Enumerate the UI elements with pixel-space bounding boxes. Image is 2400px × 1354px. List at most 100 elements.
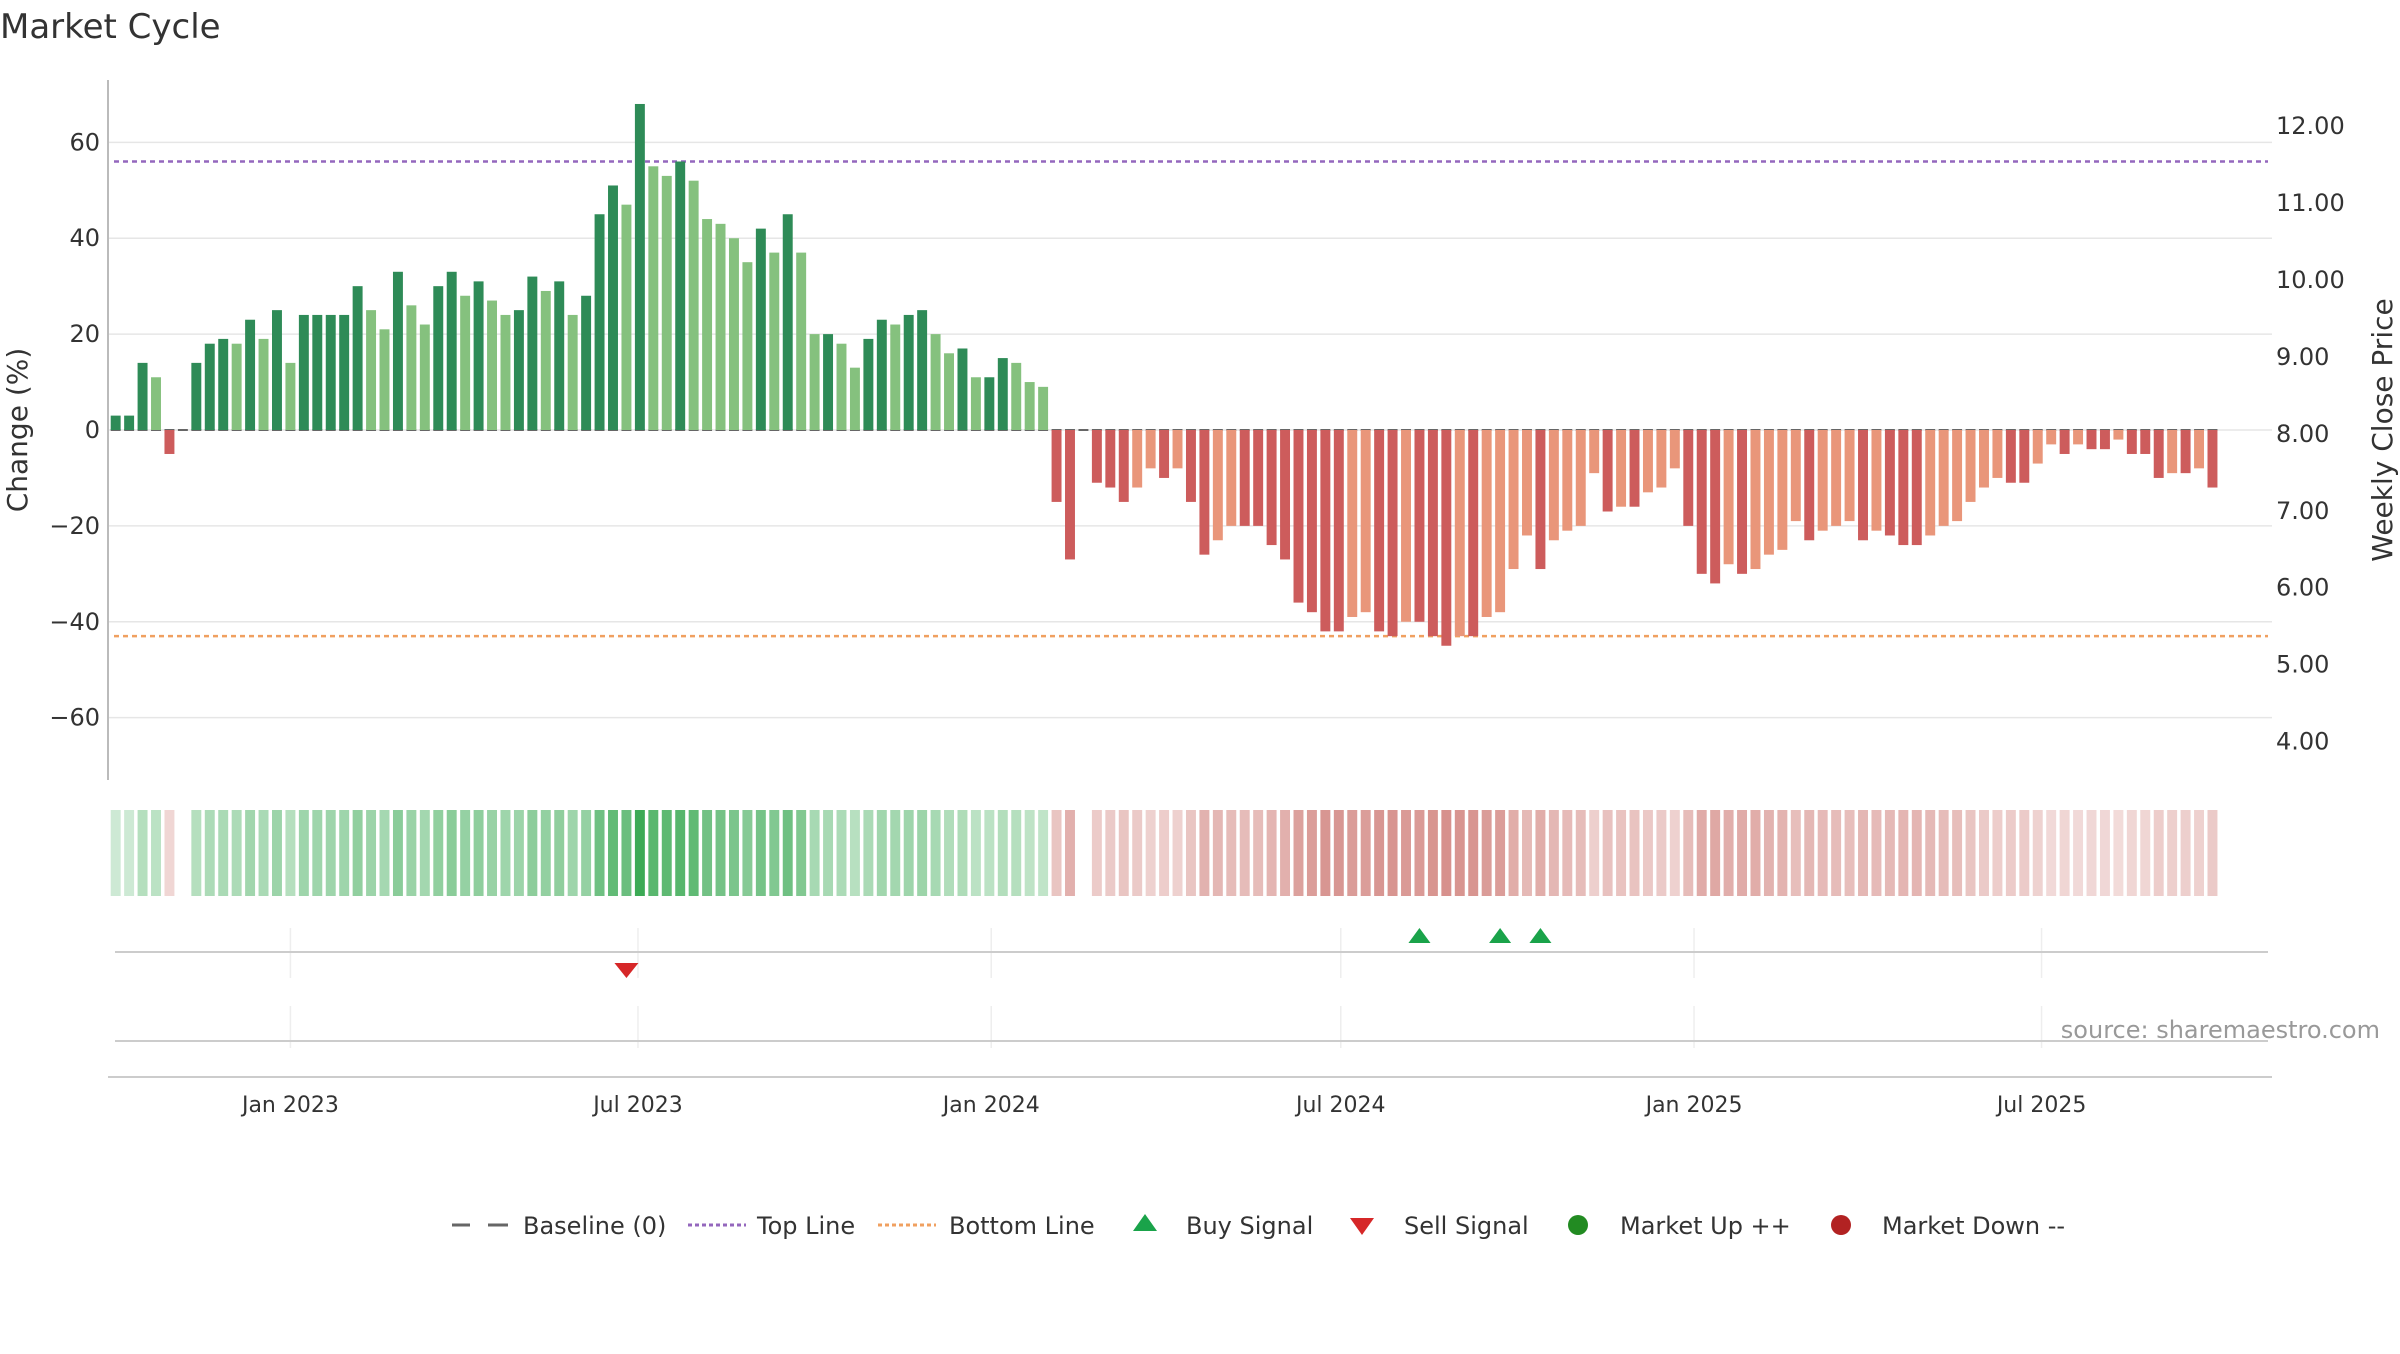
heat-cell (1481, 810, 1492, 896)
heat-cell (809, 810, 820, 896)
heat-cell (137, 810, 148, 896)
legend-label: Buy Signal (1186, 1212, 1313, 1240)
bar (352, 286, 363, 430)
reference-lines (114, 160, 2268, 638)
circle-icon (1831, 1215, 1851, 1235)
bar (997, 358, 1008, 430)
bar (1884, 430, 1895, 536)
heat-cell (1306, 810, 1317, 896)
bar (769, 252, 780, 430)
source-label: source: sharemaestro.com (2061, 1016, 2380, 1044)
heat-cell (890, 810, 901, 896)
bar (2032, 430, 2043, 464)
bar (1683, 430, 1694, 526)
heat-cell (1159, 810, 1170, 896)
heat-cell (2099, 810, 2110, 896)
bar (2086, 430, 2097, 450)
heat-cell (581, 810, 592, 896)
legend-item-buy: Buy Signal (1133, 1212, 1313, 1240)
heat-cell (1952, 810, 1963, 896)
bar (2113, 430, 2124, 440)
legend: Baseline (0) Top Line Bottom Line Buy Signa… (452, 1212, 2065, 1240)
bar (1952, 430, 1963, 522)
bar (984, 377, 995, 430)
bar (2207, 430, 2218, 488)
heat-cell (648, 810, 659, 896)
heat-cell (1616, 810, 1627, 896)
bar (1320, 430, 1331, 632)
bar (621, 204, 632, 430)
bar (594, 214, 605, 430)
heat-cell (1777, 810, 1788, 896)
heat-cell (2153, 810, 2164, 896)
bar (957, 348, 968, 430)
legend-label: Market Up ++ (1620, 1212, 1791, 1240)
heat-cell (2073, 810, 2084, 896)
bar (1266, 430, 1277, 546)
bar (661, 175, 672, 430)
bar (782, 214, 793, 430)
bar (903, 314, 914, 430)
bar (1535, 430, 1546, 570)
bar (1454, 430, 1465, 637)
bar (1118, 430, 1129, 502)
bar (970, 377, 981, 430)
bar (433, 286, 444, 430)
bar (742, 262, 753, 430)
heat-cell (554, 810, 565, 896)
bar (2180, 430, 2191, 474)
heat-cell (2086, 810, 2097, 896)
triangle-down-icon (1350, 1218, 1374, 1235)
bar (1360, 430, 1371, 613)
heat-cell (446, 810, 457, 896)
heat-cell (2059, 810, 2070, 896)
heat-cell (608, 810, 618, 896)
heat-cell (1938, 810, 1949, 896)
heat-cell (1333, 810, 1344, 896)
heat-cell (2207, 810, 2218, 896)
bar (675, 161, 686, 431)
heat-cell (110, 810, 121, 896)
bar (1804, 430, 1815, 541)
bar (500, 314, 511, 430)
bar (1185, 430, 1196, 502)
bar (809, 334, 820, 430)
heat-cell (1414, 810, 1425, 896)
heat-cell (957, 810, 968, 896)
heat-cell (1320, 810, 1331, 896)
bar (2140, 430, 2151, 454)
bar (406, 305, 417, 430)
heat-cell (1253, 810, 1264, 896)
triangle-up-icon (1133, 1214, 1157, 1231)
bar (392, 271, 403, 430)
bar (271, 310, 282, 430)
heat-cell (1710, 810, 1721, 896)
y-axis-label: Change (%) (1, 348, 34, 513)
bar (473, 281, 484, 430)
bar (1414, 430, 1425, 622)
bar (1427, 430, 1438, 637)
heat-cell (151, 810, 161, 896)
heat-cell (1199, 810, 1210, 896)
bar (298, 314, 309, 430)
heat-cell (2140, 810, 2151, 896)
heat-cell (1468, 810, 1479, 896)
bar (823, 334, 834, 430)
heat-cell (1669, 810, 1680, 896)
bar (2005, 430, 2016, 483)
bar (513, 310, 524, 430)
y-tick-label: −20 (49, 512, 100, 540)
bar (1710, 430, 1721, 584)
bar (151, 377, 161, 430)
heat-cell (1884, 810, 1895, 896)
heat-cell (1683, 810, 1694, 896)
heat-cell (1508, 810, 1519, 896)
bar (191, 362, 202, 430)
heat-cell (1266, 810, 1277, 896)
bar (1522, 430, 1532, 536)
heat-cell (164, 810, 175, 896)
bar (124, 415, 135, 430)
heat-cell (1844, 810, 1855, 896)
bar (1777, 430, 1788, 550)
heat-cell (836, 810, 847, 896)
